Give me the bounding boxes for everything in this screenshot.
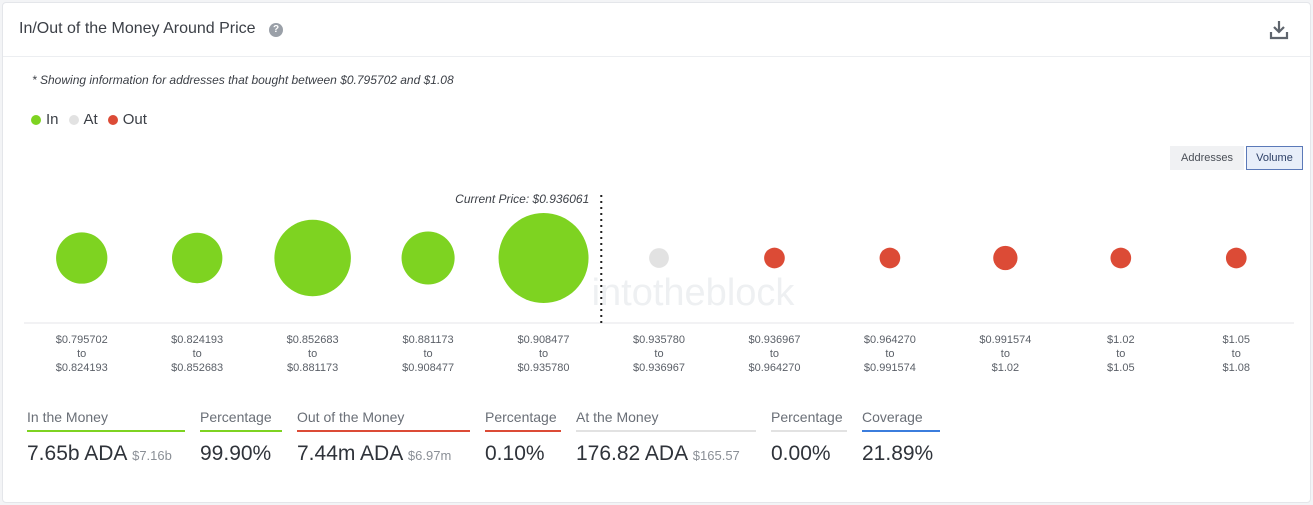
stat-label: At the Money xyxy=(576,409,659,425)
x-tick-label: $1.02 xyxy=(992,362,1020,374)
chart-legend: In At Out xyxy=(31,111,157,128)
x-tick-label: $0.795702 xyxy=(56,334,108,346)
legend-label-in: In xyxy=(46,111,59,128)
x-tick-label: $0.936967 xyxy=(633,362,685,374)
x-tick-label: to xyxy=(77,348,86,360)
stat-bar xyxy=(771,430,847,432)
stat-bar xyxy=(485,430,561,432)
bubble-in xyxy=(401,231,455,285)
stat-value: 7.65b ADA $7.16b xyxy=(27,442,172,465)
x-tick-label: to xyxy=(1232,348,1241,360)
stat-out-of-the-money: Out of the Money 7.44m ADA $6.97m xyxy=(297,408,470,466)
stat-label: Coverage xyxy=(862,409,923,425)
bubble-out xyxy=(879,247,901,269)
bubble-in xyxy=(171,232,223,284)
x-tick-label: $1.05 xyxy=(1107,362,1135,374)
legend-item-at[interactable]: At xyxy=(68,111,98,128)
x-tick-label: to xyxy=(770,348,779,360)
stat-value: 99.90% xyxy=(200,442,272,465)
legend-label-out: Out xyxy=(122,111,147,128)
stat-value: 21.89% xyxy=(862,442,934,465)
stat-label: Percentage xyxy=(771,409,843,425)
x-tick-label: $0.908477 xyxy=(402,362,454,374)
stat-in-percentage: Percentage 99.90% xyxy=(200,408,282,466)
legend-dot-out xyxy=(107,114,118,125)
stat-at-percentage: Percentage 0.00% xyxy=(771,408,847,466)
stat-label: Out of the Money xyxy=(297,409,405,425)
card-title: In/Out of the Money Around Price xyxy=(19,20,256,37)
stat-bar xyxy=(297,430,470,432)
x-tick-label: to xyxy=(1001,348,1010,360)
x-tick-label: $0.824193 xyxy=(56,362,108,374)
x-tick-label: $0.881173 xyxy=(402,334,453,346)
legend-item-out[interactable]: Out xyxy=(107,111,147,128)
stat-bar xyxy=(576,430,756,432)
bubble-at xyxy=(649,248,669,268)
x-tick-label: to xyxy=(539,348,548,360)
x-tick-label: to xyxy=(423,348,432,360)
watermark-text: intotheblock xyxy=(592,272,796,314)
stat-value: 7.44m ADA $6.97m xyxy=(297,442,452,465)
bubble-in xyxy=(274,219,351,297)
x-tick-label: $1.02 xyxy=(1107,334,1135,346)
stat-value: 0.00% xyxy=(771,442,831,465)
volume-toggle-button[interactable]: Volume xyxy=(1246,146,1303,170)
bubble-out xyxy=(1110,247,1132,269)
card-header: In/Out of the Money Around Price ? xyxy=(3,3,1310,57)
x-tick-label: to xyxy=(1116,348,1125,360)
stat-in-the-money: In the Money 7.65b ADA $7.16b xyxy=(27,408,185,466)
bubble-out xyxy=(1225,247,1247,269)
x-tick-label: $0.908477 xyxy=(518,334,570,346)
stat-bar xyxy=(200,430,282,432)
x-tick-label: $0.964270 xyxy=(864,334,916,346)
x-tick-label: $0.936967 xyxy=(748,334,800,346)
current-price-label: Current Price: $0.936061 xyxy=(455,192,589,206)
stat-at-the-money: At the Money 176.82 ADA $165.57 xyxy=(576,408,756,466)
stat-label: In the Money xyxy=(27,409,108,425)
x-tick-label: $1.08 xyxy=(1223,362,1251,374)
legend-dot-in xyxy=(31,114,41,125)
x-tick-label: $1.05 xyxy=(1223,334,1251,346)
x-tick-label: to xyxy=(308,348,317,360)
legend-dot-at xyxy=(68,114,79,125)
summary-stats: In the Money 7.65b ADA $7.16b Percentage… xyxy=(27,408,1307,488)
range-note: * Showing information for addresses that… xyxy=(32,73,454,87)
addresses-toggle-button[interactable]: Addresses xyxy=(1170,146,1244,170)
stat-bar xyxy=(862,430,940,432)
bubble-out xyxy=(764,247,785,269)
x-tick-label: $0.935780 xyxy=(633,334,685,346)
x-tick-label: $0.991574 xyxy=(864,362,916,374)
x-tick-label: to xyxy=(654,348,663,360)
x-tick-label: $0.852683 xyxy=(287,334,339,346)
stat-label: Percentage xyxy=(200,409,272,425)
download-icon[interactable] xyxy=(1269,19,1289,41)
x-tick-label: $0.935780 xyxy=(518,362,570,374)
x-tick-label: $0.964270 xyxy=(748,362,800,374)
bubble-out xyxy=(993,245,1018,271)
stat-label: Percentage xyxy=(485,409,557,425)
x-tick-label: $0.991574 xyxy=(979,334,1031,346)
x-tick-label: to xyxy=(885,348,894,360)
iomap-bubble-chart: intotheblock $0.795702 to $0.824193 $0.82419… xyxy=(24,192,1294,374)
stat-value: 176.82 ADA $165.57 xyxy=(576,442,740,465)
x-tick-label: to xyxy=(193,348,202,360)
stat-out-percentage: Percentage 0.10% xyxy=(485,408,561,466)
bubble-in xyxy=(498,213,589,303)
stat-value: 0.10% xyxy=(485,442,545,465)
legend-label-at: At xyxy=(83,111,98,128)
stat-bar xyxy=(27,430,185,432)
x-tick-label: $0.881173 xyxy=(287,362,338,374)
x-tick-label: $0.824193 xyxy=(171,334,223,346)
question-circle-icon[interactable]: ? xyxy=(269,23,283,37)
bubble-in xyxy=(56,232,108,284)
stat-coverage: Coverage 21.89% xyxy=(862,408,940,466)
x-tick-label: $0.852683 xyxy=(171,362,223,374)
legend-item-in[interactable]: In xyxy=(31,111,59,128)
